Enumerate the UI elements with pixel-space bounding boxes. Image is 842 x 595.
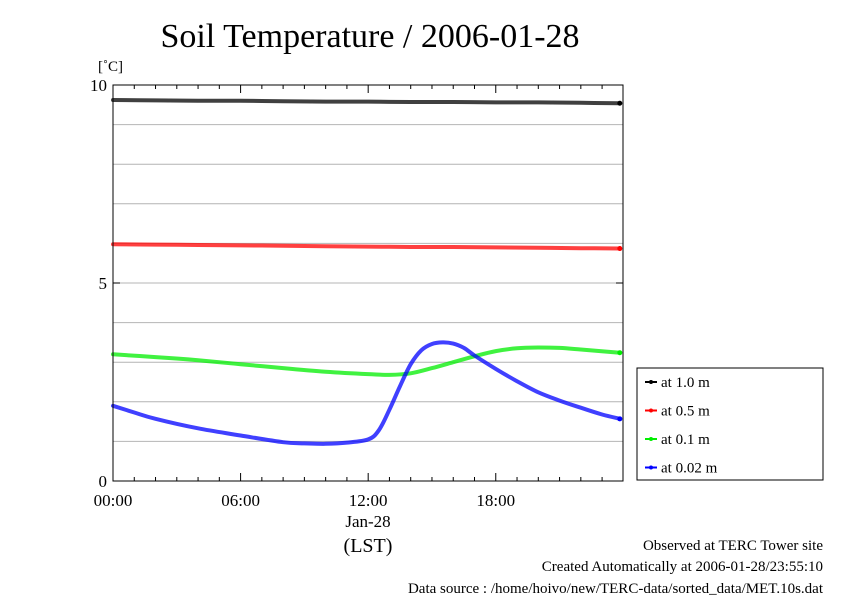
x-tick-label: 00:00 xyxy=(94,491,133,510)
legend: at 1.0 m at 0.5 m at 0.1 m at 0.02 m xyxy=(636,367,824,481)
legend-label-0: at 1.0 m xyxy=(661,375,710,391)
legend-label-2: at 0.1 m xyxy=(661,432,710,448)
legend-label-3: at 0.02 m xyxy=(661,461,718,477)
legend-marker-0 xyxy=(649,380,653,384)
x-tick-label: 12:00 xyxy=(349,491,388,510)
series-lines xyxy=(111,98,623,446)
series-line-3 xyxy=(111,340,622,446)
legend-marker-1 xyxy=(649,408,653,413)
y-axis-ticks: 0 5 10 xyxy=(90,76,623,491)
footer-observed: Observed at TERC Tower site xyxy=(643,538,823,554)
series-end-point-1 xyxy=(617,246,623,252)
legend-label-1: at 0.5 m xyxy=(661,404,710,420)
series-line-2 xyxy=(111,345,622,377)
y-axis-unit: [˚C] xyxy=(98,59,123,75)
series-end-point-0 xyxy=(617,100,623,106)
y-tick-label: 10 xyxy=(90,76,107,95)
footer-source: Data source : /home/hoivo/new/TERC-data/… xyxy=(408,581,824,595)
x-axis-label: (LST) xyxy=(344,535,393,557)
x-tick-label: 06:00 xyxy=(221,491,260,510)
legend-marker-3 xyxy=(649,465,653,470)
legend-box xyxy=(636,367,824,481)
series-line-0 xyxy=(111,98,622,106)
series-end-point-2 xyxy=(617,350,623,356)
x-axis-date-label: Jan-28 xyxy=(345,512,390,531)
footer-created: Created Automatically at 2006-01-28/23:5… xyxy=(542,559,823,575)
series-end-point-3 xyxy=(617,416,623,422)
x-tick-label: 18:00 xyxy=(476,491,515,510)
y-tick-label: 0 xyxy=(99,472,108,491)
x-axis-ticks: 00:00 06:00 12:00 18:00 xyxy=(94,85,603,510)
y-tick-label: 5 xyxy=(99,274,108,293)
chart-title: Soil Temperature / 2006-01-28 xyxy=(160,18,579,55)
legend-marker-2 xyxy=(649,437,653,441)
series-line-1 xyxy=(111,242,622,251)
